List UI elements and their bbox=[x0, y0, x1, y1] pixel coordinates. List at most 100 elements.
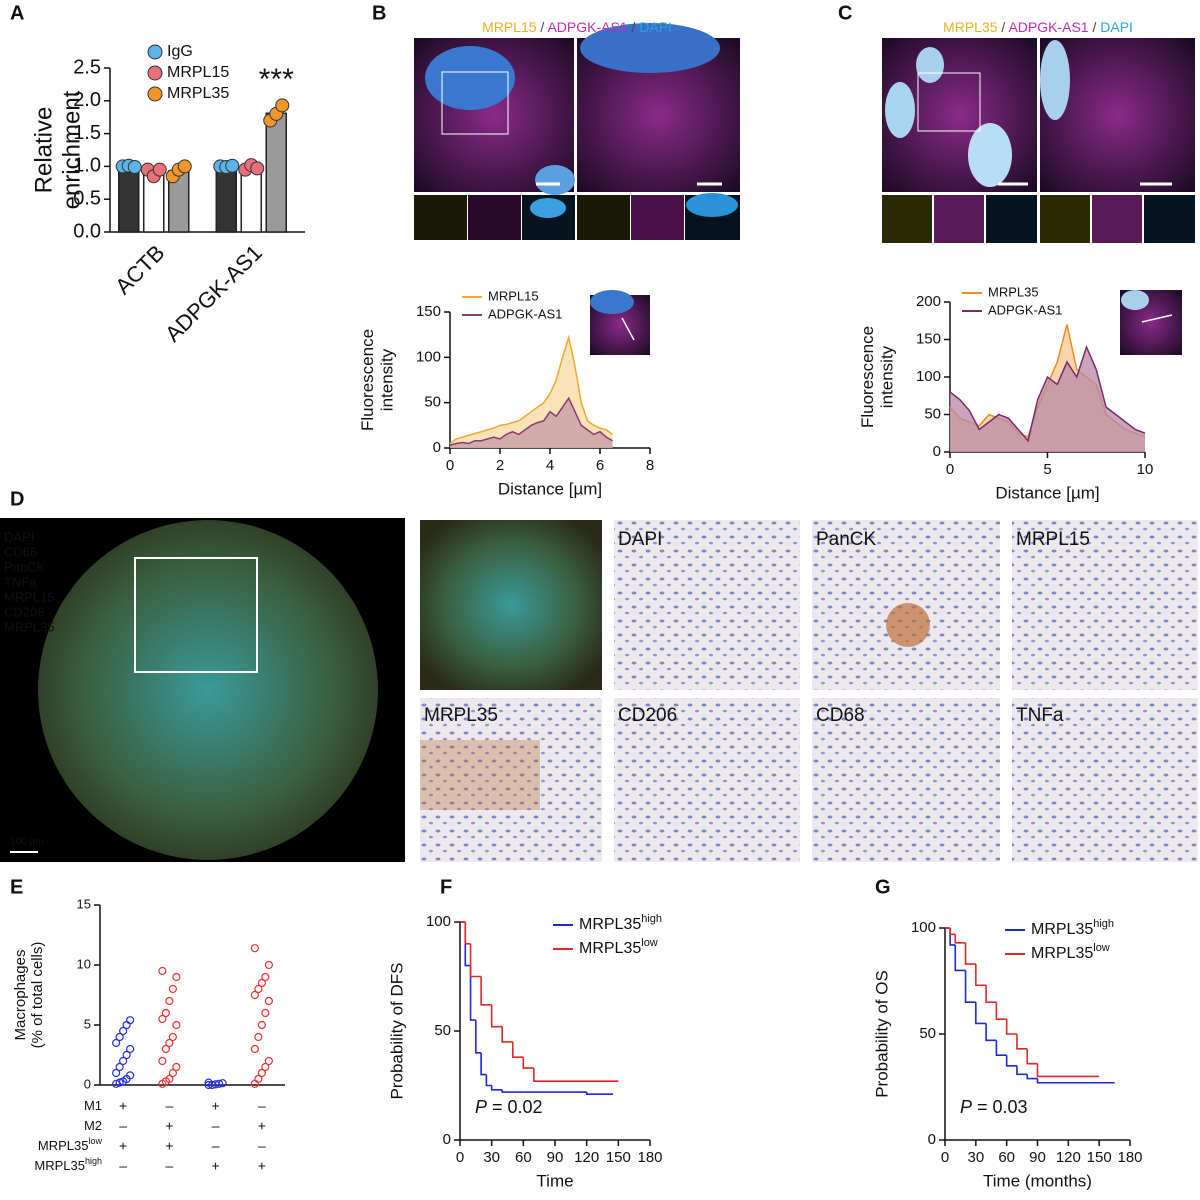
y-tick-label: 2.5 bbox=[73, 56, 101, 78]
survival-step bbox=[1005, 1055, 1017, 1067]
tile-ihc bbox=[812, 698, 1000, 862]
scale-label: 100 µm bbox=[10, 837, 44, 848]
stain-legend: MRPL35 bbox=[4, 619, 55, 634]
y-tick-label: 1.0 bbox=[73, 155, 101, 177]
survival-step bbox=[480, 1052, 487, 1076]
nucleus bbox=[425, 46, 515, 110]
x-tick-label: 2 bbox=[496, 457, 504, 474]
factor-mark: + bbox=[119, 1138, 127, 1154]
x-tick-label: 0 bbox=[446, 457, 454, 474]
panel-label: F bbox=[440, 876, 452, 898]
survival-step bbox=[995, 1040, 1007, 1056]
data-point bbox=[115, 1062, 124, 1072]
survival-step bbox=[1036, 1078, 1115, 1084]
profile-line bbox=[621, 317, 635, 341]
factor-mark: – bbox=[212, 1118, 220, 1134]
y-tick-label: 50 bbox=[434, 1022, 451, 1039]
stain-legend: CD68 bbox=[4, 544, 37, 559]
data-point bbox=[112, 1068, 121, 1078]
stain-legend: MRPL15 bbox=[4, 589, 55, 604]
tile-ihc bbox=[1012, 698, 1198, 862]
tile-label: PanCK bbox=[816, 529, 877, 550]
survival-step bbox=[485, 1074, 492, 1087]
survival-step bbox=[995, 1002, 1007, 1020]
factor-sup: high bbox=[85, 1156, 102, 1166]
y-tick-label: 100 bbox=[916, 368, 941, 385]
y-tick-label: 5 bbox=[84, 1016, 91, 1031]
title-part: / bbox=[537, 19, 548, 35]
data-point bbox=[261, 1008, 270, 1018]
image-panel-b bbox=[414, 23, 740, 355]
data-point bbox=[115, 1032, 124, 1042]
x-tick-label: 180 bbox=[1117, 1149, 1142, 1166]
survival-step bbox=[480, 976, 492, 1006]
x-tick-label: 6 bbox=[596, 457, 604, 474]
y-tick-label: 0 bbox=[928, 1131, 936, 1148]
channel-tile bbox=[986, 195, 1037, 243]
annotation-italic: P bbox=[475, 1097, 487, 1117]
tile-label: CD206 bbox=[618, 705, 677, 726]
y-tick-label: 100 bbox=[911, 919, 936, 936]
stain-legend: PanCK bbox=[4, 559, 46, 574]
y-tick-label: 0 bbox=[443, 1131, 451, 1148]
title-part: MRPL15 bbox=[482, 19, 537, 35]
legend-name: MRPL35 bbox=[579, 940, 641, 957]
data-point bbox=[158, 1014, 167, 1024]
legend-name: MRPL35 bbox=[1031, 945, 1093, 962]
data-point bbox=[261, 1062, 270, 1072]
factor-label: MRPL35high bbox=[34, 1156, 102, 1173]
data-point bbox=[264, 996, 273, 1006]
panel-label: D bbox=[10, 488, 24, 510]
title-part: MRPL35 bbox=[943, 19, 998, 35]
panel-label: E bbox=[10, 876, 23, 898]
y-axis-label: intensity bbox=[377, 348, 396, 411]
zoom-box bbox=[441, 71, 509, 135]
line bbox=[949, 344, 1146, 443]
y-axis-label: Fluorescence bbox=[358, 329, 377, 431]
y-tick-label: 150 bbox=[416, 303, 441, 320]
x-tick-label: ADPGK-AS1 bbox=[160, 240, 267, 347]
survival-step bbox=[1005, 1019, 1017, 1035]
factor-mark: + bbox=[258, 1158, 266, 1174]
x-tick-label: 30 bbox=[967, 1149, 984, 1166]
channel-tile bbox=[577, 195, 630, 240]
y-tick-label: 2.0 bbox=[73, 89, 101, 111]
survival-step bbox=[533, 1068, 545, 1082]
data-point bbox=[122, 1050, 131, 1060]
title-part: / bbox=[998, 19, 1009, 35]
annotation-text: = 0.03 bbox=[972, 1097, 1028, 1117]
profile-line bbox=[1141, 314, 1173, 323]
survival-step bbox=[469, 943, 482, 978]
data-point bbox=[257, 978, 266, 988]
nucleus bbox=[885, 82, 915, 138]
x-tick-label: 90 bbox=[1029, 1149, 1046, 1166]
tile-label: MRPL35 bbox=[424, 705, 498, 726]
annotation: P = 0.02 bbox=[475, 1097, 543, 1117]
x-tick-label: 60 bbox=[998, 1149, 1015, 1166]
survival-step bbox=[964, 942, 976, 965]
data-point bbox=[254, 1032, 263, 1042]
panel-label: C bbox=[838, 2, 852, 24]
legend-label: ADPGK-AS1 bbox=[488, 306, 562, 321]
zoom-box bbox=[134, 557, 258, 673]
x-tick-label: 4 bbox=[546, 457, 554, 474]
area bbox=[450, 398, 613, 448]
x-tick-label: 120 bbox=[574, 1149, 599, 1166]
data-point bbox=[122, 1020, 131, 1030]
stain bbox=[420, 740, 540, 810]
annotation: P = 0.03 bbox=[960, 1097, 1028, 1117]
y-axis-label: intensity bbox=[877, 345, 896, 408]
data-point bbox=[250, 161, 265, 176]
survival-step bbox=[469, 965, 476, 1021]
y-tick-label: 15 bbox=[77, 896, 91, 911]
data-point bbox=[168, 1032, 177, 1042]
zoom-box bbox=[917, 72, 981, 132]
image-panel-c bbox=[882, 38, 1195, 355]
data-point bbox=[152, 162, 167, 177]
legend-label: IgG bbox=[167, 43, 193, 60]
factor-label: M2 bbox=[84, 1118, 102, 1133]
x-tick-label: 60 bbox=[515, 1149, 532, 1166]
tile-ihc bbox=[1012, 520, 1198, 690]
data-point bbox=[165, 996, 174, 1006]
data-point bbox=[204, 1078, 213, 1087]
